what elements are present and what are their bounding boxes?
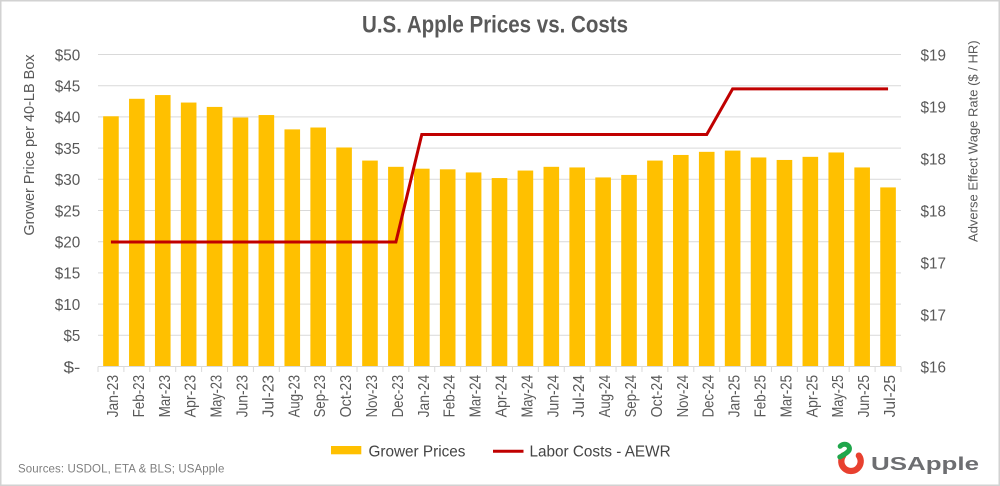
svg-text:Dec-23: Dec-23 <box>390 375 407 418</box>
svg-text:Grower Price per 40-LB Box: Grower Price per 40-LB Box <box>22 54 38 236</box>
svg-text:Mar-23: Mar-23 <box>157 375 174 418</box>
svg-text:Mar-25: Mar-25 <box>778 375 795 418</box>
svg-text:$25: $25 <box>55 203 81 220</box>
svg-text:May-23: May-23 <box>209 375 226 418</box>
svg-text:$40: $40 <box>55 110 81 127</box>
svg-text:$16: $16 <box>921 359 947 376</box>
svg-text:Nov-23: Nov-23 <box>364 375 381 418</box>
svg-text:Jun-24: Jun-24 <box>545 375 562 418</box>
svg-text:Sep-24: Sep-24 <box>623 375 640 418</box>
svg-text:Feb-25: Feb-25 <box>753 375 770 418</box>
svg-text:Feb-24: Feb-24 <box>442 375 459 418</box>
svg-text:USApple: USApple <box>871 453 979 474</box>
svg-text:$5: $5 <box>64 328 81 345</box>
svg-text:$45: $45 <box>55 79 81 96</box>
svg-text:$18: $18 <box>921 151 947 168</box>
svg-text:$19: $19 <box>921 99 947 116</box>
svg-text:$10: $10 <box>55 297 81 314</box>
svg-text:Jan-23: Jan-23 <box>105 375 122 418</box>
svg-text:Dec-24: Dec-24 <box>701 375 718 418</box>
svg-text:$19: $19 <box>921 47 947 64</box>
svg-text:Jan-24: Jan-24 <box>416 375 433 418</box>
svg-text:Oct-24: Oct-24 <box>649 375 666 418</box>
svg-text:$15: $15 <box>55 266 81 283</box>
svg-text:Jul-23: Jul-23 <box>260 375 277 418</box>
svg-text:Oct-23: Oct-23 <box>338 375 355 418</box>
svg-text:Feb-23: Feb-23 <box>131 375 148 418</box>
svg-text:May-25: May-25 <box>830 375 847 418</box>
svg-text:Jul-25: Jul-25 <box>882 375 899 418</box>
svg-text:Jan-25: Jan-25 <box>727 375 744 418</box>
svg-text:$-: $- <box>64 359 81 376</box>
svg-text:Aug-23: Aug-23 <box>286 375 303 418</box>
svg-text:$50: $50 <box>55 47 81 64</box>
svg-text:Sources: USDOL, ETA & BLS; USA: Sources: USDOL, ETA & BLS; USApple <box>18 464 224 476</box>
svg-text:$30: $30 <box>55 172 81 189</box>
svg-text:$18: $18 <box>921 203 947 220</box>
svg-text:Nov-24: Nov-24 <box>675 375 692 418</box>
svg-text:Adverse Effect Wage Rate ($ /: Adverse Effect Wage Rate ($ / HR) <box>966 40 981 242</box>
svg-text:Jul-24: Jul-24 <box>571 375 588 418</box>
svg-text:Grower Prices: Grower Prices <box>369 444 466 461</box>
svg-text:Labor Costs - AEWR: Labor Costs - AEWR <box>530 444 671 461</box>
svg-text:Mar-24: Mar-24 <box>468 375 485 418</box>
svg-text:$17: $17 <box>921 307 947 324</box>
svg-text:May-24: May-24 <box>519 375 536 418</box>
svg-text:Apr-23: Apr-23 <box>183 375 200 418</box>
svg-text:Jun-23: Jun-23 <box>234 375 251 418</box>
svg-text:Apr-25: Apr-25 <box>804 375 821 418</box>
svg-text:$17: $17 <box>921 255 947 272</box>
svg-text:Jun-25: Jun-25 <box>856 375 873 418</box>
svg-text:U.S. Apple Prices vs. Costs: U.S. Apple Prices vs. Costs <box>362 12 628 39</box>
svg-text:$20: $20 <box>55 235 81 252</box>
svg-text:Apr-24: Apr-24 <box>494 375 511 418</box>
svg-text:Aug-24: Aug-24 <box>597 375 614 418</box>
svg-text:Sep-23: Sep-23 <box>312 375 329 418</box>
svg-text:$35: $35 <box>55 141 81 158</box>
